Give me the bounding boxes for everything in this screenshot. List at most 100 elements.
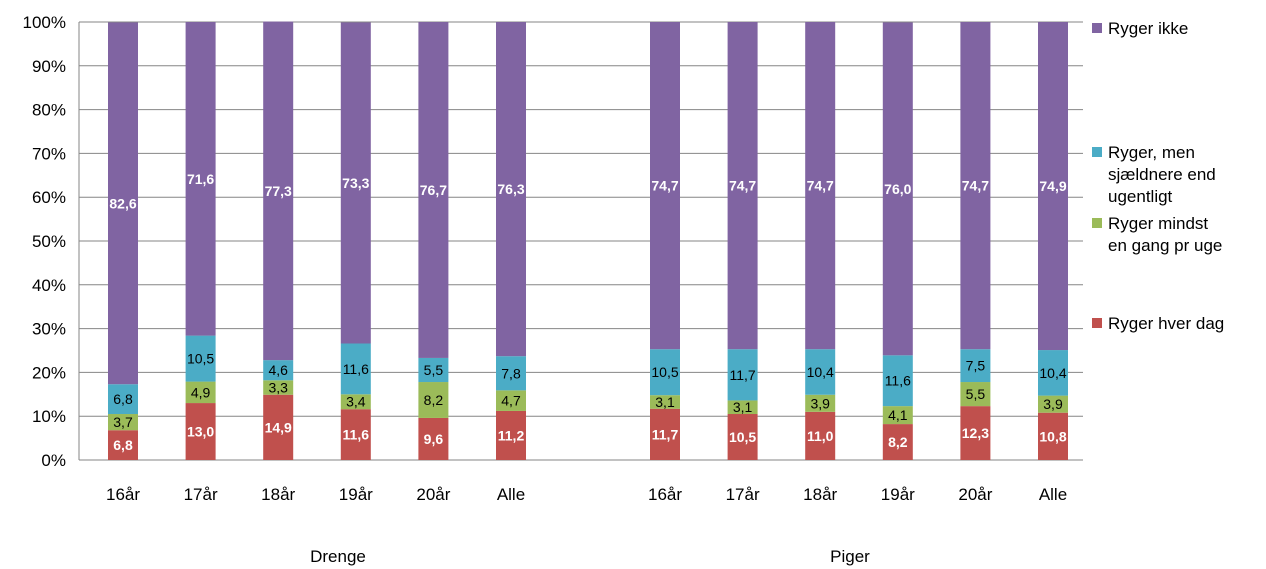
data-label: 11,7 (729, 367, 755, 383)
data-label: 7,5 (966, 358, 986, 374)
bar-segment (263, 360, 294, 381)
data-label: 5,5 (424, 362, 444, 378)
data-label: 10,5 (187, 351, 214, 367)
data-label: 4,7 (501, 393, 521, 409)
data-label: 14,9 (265, 419, 292, 435)
data-label: 6,8 (113, 437, 133, 453)
data-label: 3,3 (268, 380, 288, 396)
x-tick-label: 17år (726, 485, 760, 504)
y-tick-label: 20% (32, 363, 66, 382)
bar-segment (263, 394, 294, 460)
bar-segment (805, 394, 836, 412)
bar-segment (882, 424, 913, 460)
data-label: 7,8 (501, 365, 521, 381)
x-tick-label: 19år (881, 485, 915, 504)
bar-segment (882, 406, 913, 425)
bar-segment (882, 355, 913, 407)
data-labels: 6,8 3,7 6,8 82,6 13,0 4,9 10,5 71,6 14,9 3,3 4,6 77… (109, 171, 1066, 453)
data-label: 76,7 (420, 182, 447, 198)
bar-segment (882, 22, 913, 356)
bar-segment (418, 22, 449, 358)
data-label: 3,9 (810, 395, 830, 411)
data-label: 12,3 (962, 425, 989, 441)
data-label: 74,7 (651, 178, 678, 194)
bar-segment (727, 400, 758, 415)
bar-segment (418, 382, 449, 418)
legend-label: ugentligt (1108, 187, 1173, 206)
data-label: 6,8 (113, 391, 133, 407)
data-label: 11,6 (343, 427, 370, 443)
data-label: 9,6 (424, 431, 444, 447)
legend-label: en gang pr uge (1108, 236, 1222, 255)
bar-segment (185, 403, 216, 460)
bar-segment (650, 22, 680, 350)
bar-segment (1038, 22, 1068, 351)
y-tick-label: 10% (32, 407, 66, 426)
bar-segment (650, 395, 680, 409)
y-tick-label: 100% (23, 13, 66, 32)
bar-segment (805, 349, 836, 395)
y-tick-label: 50% (32, 232, 66, 251)
x-tick-label: Alle (1039, 485, 1067, 504)
bars (108, 21, 1068, 460)
y-tick-label: 80% (32, 101, 66, 120)
y-tick-label: 0% (41, 451, 66, 470)
legend-swatch (1092, 147, 1102, 157)
data-label: 8,2 (424, 392, 444, 408)
legend-swatch (1092, 318, 1102, 328)
bar-segment (418, 357, 449, 383)
bar-segment (340, 343, 371, 395)
y-tick-label: 40% (32, 276, 66, 295)
bar-segment (185, 22, 216, 336)
bar-segment (960, 22, 991, 350)
bar-segment (185, 381, 216, 404)
data-label: 10,8 (1039, 428, 1066, 444)
group-label: Drenge (310, 547, 366, 566)
bar-segment (496, 390, 526, 411)
bar-segment (650, 349, 680, 396)
y-axis: 0% 10% 20% 30% 40% 50% 60% 70% 80% 90% 100% (23, 13, 80, 470)
data-label: 10,4 (807, 364, 834, 380)
bar-segment (496, 410, 526, 460)
bar-segment (727, 349, 758, 401)
y-tick-label: 70% (32, 144, 66, 163)
bar-segment (805, 22, 836, 350)
data-label: 13,0 (187, 424, 214, 440)
legend-label: Ryger, men (1108, 143, 1195, 162)
data-label: 5,5 (966, 386, 986, 402)
bar-segment (263, 380, 294, 395)
bar-segment (650, 408, 680, 460)
data-label: 73,3 (342, 175, 369, 191)
data-label: 3,9 (1043, 396, 1063, 412)
x-tick-label: 18år (261, 485, 295, 504)
data-label: 11,6 (343, 361, 369, 377)
data-label: 82,6 (109, 195, 136, 211)
bar-segment (1038, 412, 1068, 460)
bar-segment (496, 356, 526, 391)
y-tick-label: 90% (32, 57, 66, 76)
data-label: 11,0 (807, 428, 834, 444)
bar-segment (340, 22, 371, 344)
bar-segment (108, 414, 138, 431)
x-tick-label: Alle (497, 485, 525, 504)
data-label: 11,7 (652, 426, 679, 442)
x-tick-label: 20år (416, 485, 450, 504)
data-label: 3,1 (655, 394, 675, 410)
x-tick-label: 19år (339, 485, 373, 504)
bar-segment (263, 21, 294, 361)
x-tick-label: 16år (648, 485, 682, 504)
data-label: 71,6 (187, 171, 214, 187)
bar-segment (418, 417, 449, 460)
x-tick-label: 16år (106, 485, 140, 504)
legend-label: Ryger hver dag (1108, 314, 1224, 333)
bar-segment (185, 335, 216, 382)
bar-segment (960, 406, 991, 460)
legend-swatch (1092, 218, 1102, 228)
bar-segment (1038, 350, 1068, 396)
data-label: 11,6 (885, 373, 911, 389)
bar-segment (960, 382, 991, 407)
bar-segment (340, 409, 371, 460)
data-label: 10,5 (651, 364, 678, 380)
x-tick-label: 17år (184, 485, 218, 504)
